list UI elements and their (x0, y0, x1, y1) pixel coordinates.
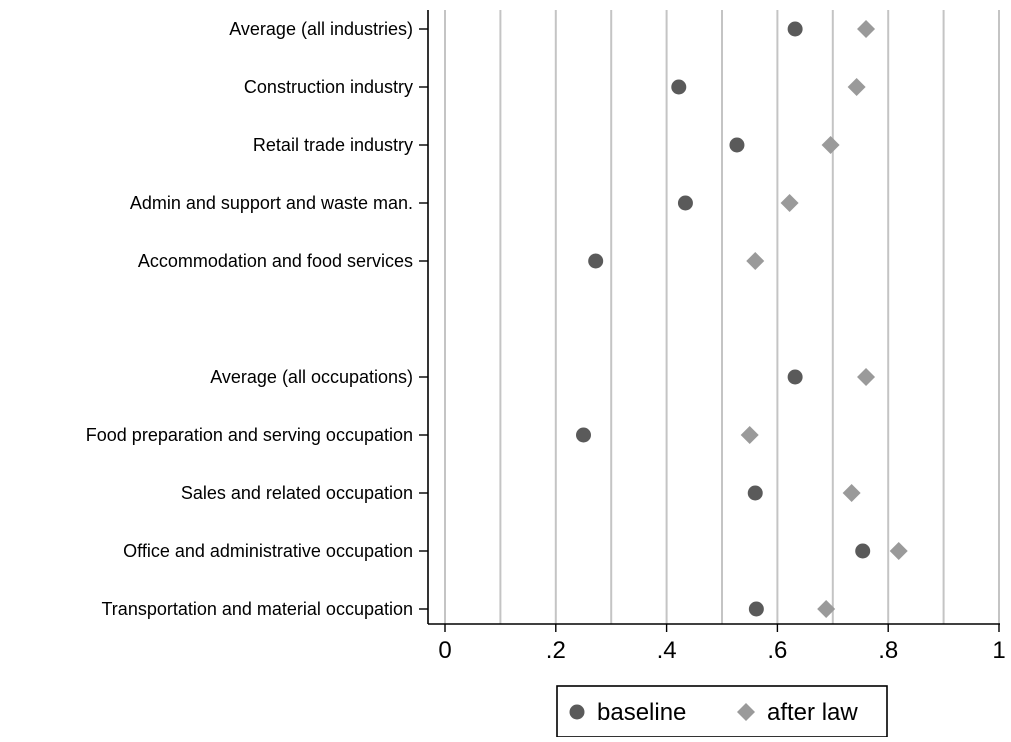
baseline-point (787, 369, 803, 385)
after-law-point (842, 484, 861, 502)
baseline-point (671, 79, 687, 95)
category-label: Admin and support and waste man. (130, 193, 413, 213)
category-labels: Average (all industries) Construction ind… (86, 19, 413, 619)
after-law-point (740, 426, 759, 444)
baseline-point (729, 137, 745, 153)
category-label: Sales and related occupation (181, 483, 413, 503)
legend-baseline-label: baseline (597, 699, 686, 726)
baseline-point (748, 601, 764, 617)
after-law-point (847, 78, 866, 96)
baseline-point (576, 427, 591, 443)
category-label: Retail trade industry (253, 135, 413, 155)
baseline-point (855, 543, 871, 559)
x-tick-label: 0 (438, 637, 451, 664)
x-tick-label: .4 (657, 637, 677, 664)
legend-baseline-marker (569, 704, 585, 720)
legend-after-law-marker (737, 703, 755, 721)
after-law-point (857, 368, 876, 386)
x-tick-label: .8 (878, 637, 898, 664)
category-label: Average (all occupations) (210, 367, 413, 387)
category-label: Accommodation and food services (138, 251, 413, 271)
grid-lines (444, 10, 1000, 624)
after-law-point (857, 20, 876, 38)
category-label: Transportation and material occupation (101, 599, 413, 619)
category-label: Office and administrative occupation (123, 541, 413, 561)
baseline-point (588, 253, 604, 269)
category-label: Food preparation and serving occupation (86, 425, 413, 445)
x-tick-label: 1 (992, 637, 1005, 664)
after-law-point (889, 542, 908, 560)
category-label: Average (all industries) (229, 19, 413, 39)
x-tick-label: .2 (546, 637, 566, 664)
axes (419, 10, 1000, 632)
x-tick-label: .6 (767, 637, 787, 664)
after-law-point (780, 194, 799, 212)
after-law-point (746, 252, 765, 270)
legend-box (556, 685, 888, 738)
after-law-point (821, 136, 840, 154)
baseline-point (677, 195, 693, 211)
x-tick-labels: 0 .2 .4 .6 .8 1 (438, 637, 1005, 664)
data-points (576, 20, 908, 618)
baseline-point (747, 485, 763, 501)
after-law-point (817, 600, 836, 618)
legend-after-law-label: after law (767, 699, 858, 726)
baseline-point (787, 21, 803, 37)
legend: baseline after law (556, 685, 888, 738)
category-label: Construction industry (244, 77, 413, 97)
